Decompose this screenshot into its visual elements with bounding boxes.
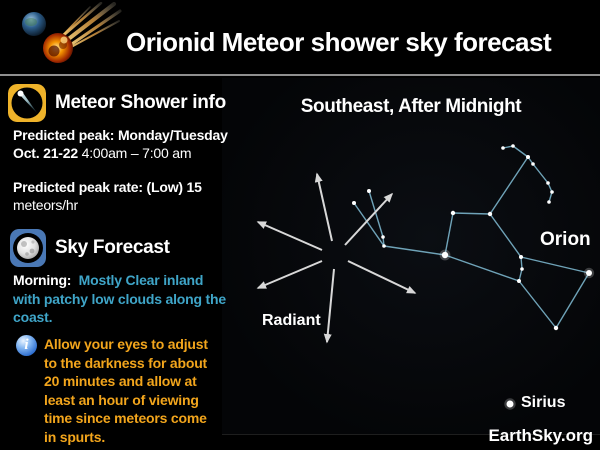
sky-chart-background: [222, 78, 600, 435]
tip-line: time since meteors come: [44, 410, 207, 426]
star-dot: [381, 235, 385, 239]
star-dot: [517, 279, 521, 283]
radiant-arrow: [347, 260, 417, 294]
tip-line: 20 minutes and allow at: [44, 373, 197, 389]
peak-rate-line: Predicted peak rate: (Low) 15: [13, 179, 202, 195]
star-dot: [526, 155, 530, 159]
star-dot: [352, 201, 356, 205]
constellation-line: [383, 245, 446, 256]
star-dot: [501, 146, 505, 150]
sky-forecast-section-header: Sky Forecast: [10, 229, 170, 267]
star-dot: [520, 267, 524, 271]
star-dot: [553, 325, 559, 331]
constellation-line: [353, 202, 385, 247]
predicted-peak-line: Predicted peak: Monday/Tuesday: [13, 127, 228, 143]
constellation-line: [489, 213, 522, 258]
radiant-arrow: [323, 268, 335, 344]
star-dot: [547, 200, 551, 204]
peak-rate-unit: meteors/hr: [13, 197, 78, 213]
radiant-label: Radiant: [262, 312, 321, 329]
radiant-arrow: [256, 260, 323, 289]
star-dot: [506, 400, 514, 408]
star-dot: [550, 190, 554, 194]
radiant-arrow: [256, 221, 323, 251]
orion-label: Orion: [540, 229, 591, 250]
peak-date: Oct. 21-22: [13, 145, 78, 161]
star-dot: [511, 144, 515, 148]
star-dot: [382, 244, 386, 248]
comet-earth-illustration-icon: [22, 2, 122, 63]
star-dot: [367, 189, 371, 193]
star-dot: [531, 162, 535, 166]
constellation-line: [452, 212, 491, 215]
forecast-text-2: with patchy low clouds along the: [13, 290, 226, 307]
star-dot: [450, 210, 456, 216]
moon-badge-icon: [10, 229, 46, 267]
chart-heading: Southeast, After Midnight: [300, 96, 522, 117]
star-dot: [441, 251, 449, 259]
radiant-arrow: [314, 172, 333, 242]
constellation-line: [368, 190, 384, 238]
peak-time: 4:00am – 7:00 am: [81, 145, 192, 161]
constellation-line: [555, 272, 590, 329]
tip-line: to the darkness for about: [44, 354, 208, 371]
morning-forecast-line1: Morning: Mostly Clear inland: [13, 271, 203, 289]
constellation-line: [512, 145, 529, 158]
meteor-section-title: Meteor Shower info: [55, 92, 226, 113]
star-dot: [487, 211, 493, 217]
tip-line: Allow your eyes to adjust: [44, 336, 208, 352]
page-title: Orionid Meteor shower sky forecast: [126, 27, 552, 57]
constellation-line: [520, 256, 523, 270]
sirius-label: Sirius: [521, 394, 566, 411]
star-dot: [519, 255, 523, 259]
constellation-line: [518, 268, 523, 282]
viewing-tip-text: Allow your eyes to adjust to the darknes…: [44, 335, 208, 446]
peak-date-line: Oct. 21-22 4:00am – 7:00 am: [13, 144, 191, 162]
credit-earthsky: EarthSky.org: [488, 426, 593, 445]
radiant-arrow: [344, 192, 394, 246]
star-dot: [546, 181, 550, 185]
constellation-line: [444, 212, 454, 256]
tip-line: in spurts.: [44, 428, 106, 445]
constellation-line: [520, 256, 590, 274]
constellation-line: [489, 156, 529, 215]
constellation-line: [532, 163, 549, 184]
star-dot: [586, 270, 592, 276]
header-bar: Orionid Meteor shower sky forecast: [0, 0, 600, 76]
meteor-badge-icon: [8, 84, 46, 122]
constellation-line: [518, 280, 557, 329]
info-icon-glyph: i: [24, 337, 29, 353]
forecast-text-1: Mostly Clear inland: [78, 272, 204, 288]
morning-label: Morning:: [13, 272, 72, 288]
constellation-line: [444, 254, 520, 282]
forecast-text-3: coast.: [13, 309, 53, 325]
sky-section-title: Sky Forecast: [55, 237, 170, 258]
meteor-shower-section-header: Meteor Shower info: [8, 84, 226, 122]
info-icon: i: [16, 335, 37, 356]
tip-line: least an hour of viewing: [44, 391, 199, 408]
